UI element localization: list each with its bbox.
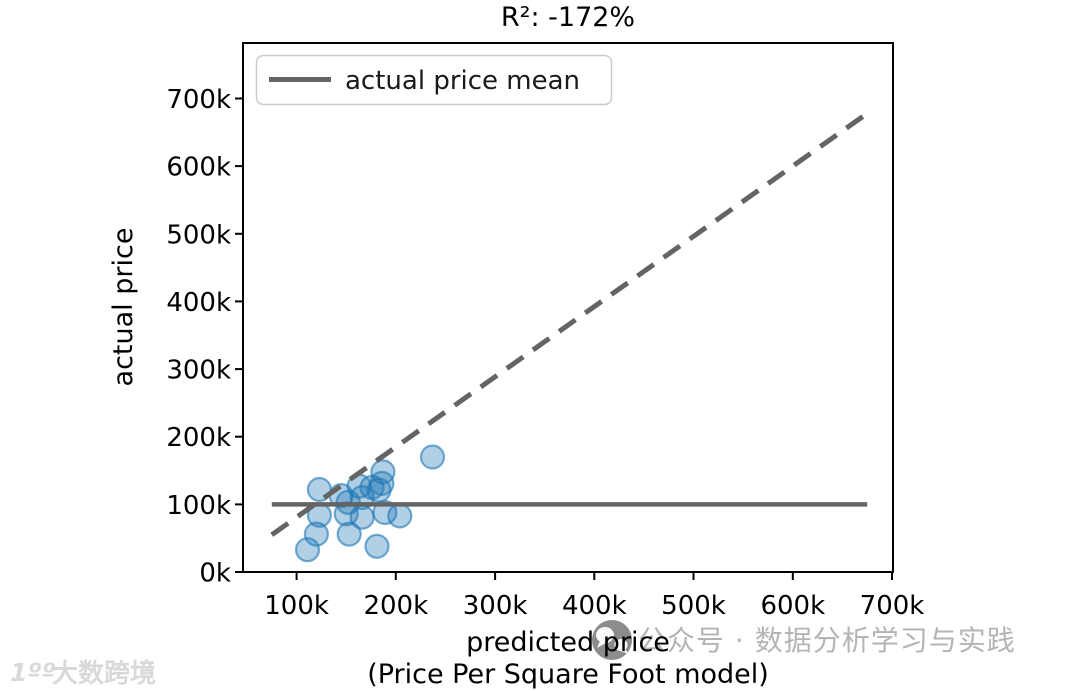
data-point [336,521,362,547]
x-tick-label: 700k [860,591,925,621]
x-tick-label: 400k [562,591,627,621]
x-tick-label: 300k [463,591,528,621]
x-axis-tick-labels: 100k 200k 300k 400k 500k 600k 700k [264,591,924,621]
data-point [364,533,390,559]
legend-label: actual price mean [345,66,580,96]
y-axis-label: actual price [108,228,139,387]
data-point [294,537,321,563]
y-tick-label: 700k [166,85,231,115]
data-point [419,444,446,470]
legend: actual price mean [255,54,613,106]
x-tick-label: 200k [363,591,428,621]
y-tick-label: 400k [166,288,231,318]
y-axis-tick-labels: 0k 100k 200k 300k 400k 500k 600k 700k [166,85,231,589]
dashukuajing-logo-text: 大数跨境 [52,658,156,689]
x-axis-label-line2: (Price Per Square Foot model) [367,659,769,690]
y-tick-label: 500k [166,220,231,250]
watermark-center: 公众号 · 数据分析学习与实践 [592,620,1016,660]
data-point [303,521,329,547]
y-tick-label: 0k [199,559,231,589]
wechat-official-account-icon [592,620,632,660]
watermark-bottom-left: 1ºº 大数跨境 [10,658,156,689]
y-tick-label: 300k [166,356,231,386]
chart-title: R²: -172% [501,2,635,33]
axes-spines [242,42,894,573]
x-axis-label-line1: predicted price [466,627,670,658]
x-tick-label: 600k [760,591,825,621]
identity-line [270,110,870,537]
data-point [372,499,398,526]
y-tick-label: 600k [166,153,231,183]
dashukuajing-logo-icon: 1ºº [10,658,56,687]
y-tick-label: 200k [166,423,231,453]
data-point [387,503,413,529]
y-tick-label: 100k [166,491,231,521]
plot-area [235,42,894,580]
data-point [359,474,385,500]
x-tick-label: 500k [661,591,726,621]
x-tick-label: 100k [264,591,329,621]
legend-box [255,54,613,106]
watermark-center-text: 公众号 · 数据分析学习与实践 [638,624,1016,657]
